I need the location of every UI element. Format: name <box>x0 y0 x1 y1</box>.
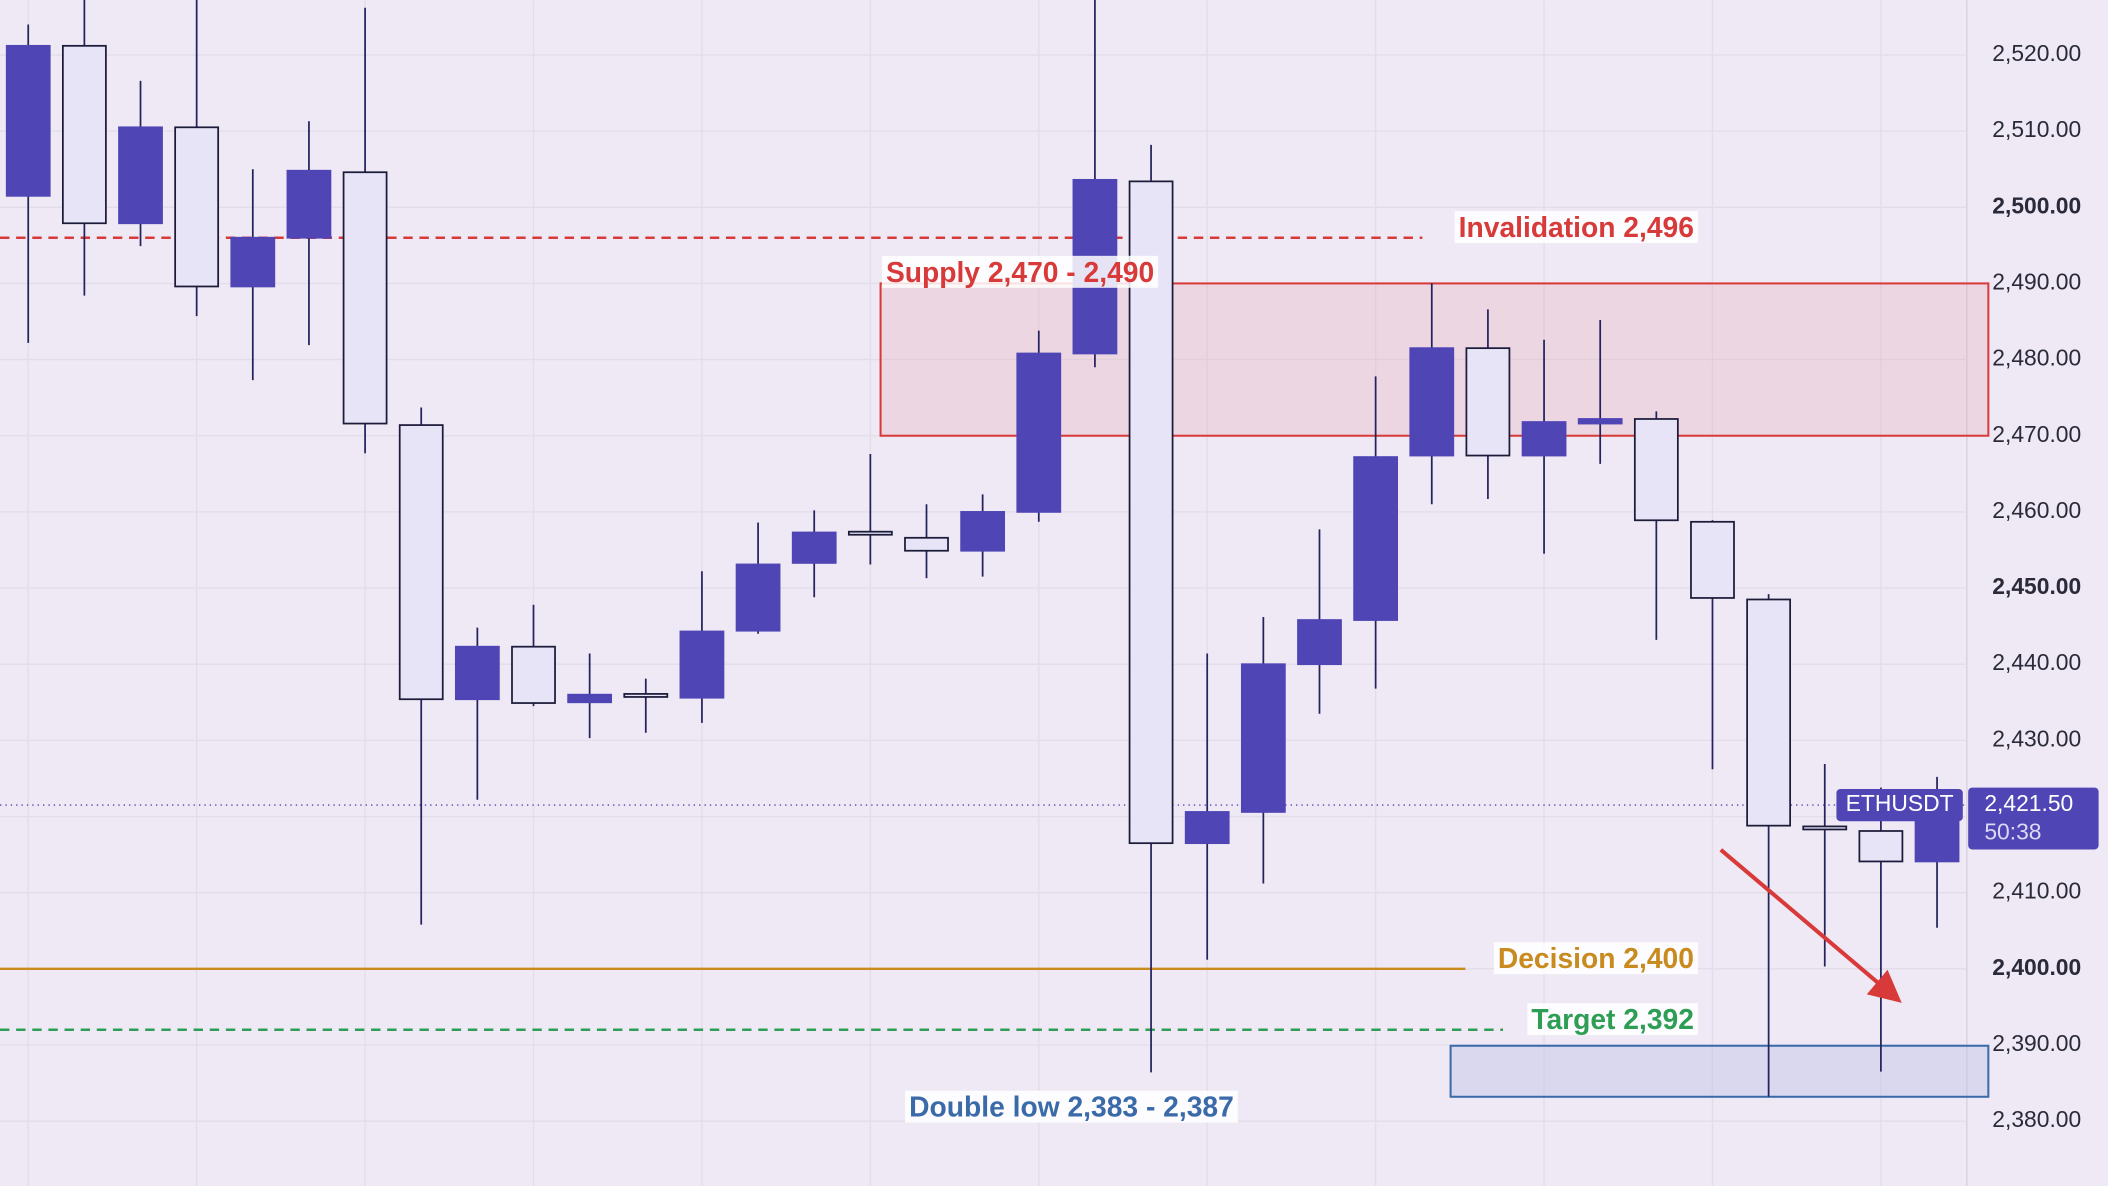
candle-body <box>735 563 781 632</box>
candle-body <box>5 44 51 197</box>
candle-body <box>398 424 444 701</box>
y-tick-label: 2,470.00 <box>1992 421 2081 447</box>
y-tick-label: 2,400.00 <box>1992 954 2081 980</box>
candle-body <box>1128 180 1174 845</box>
candle-body <box>61 44 107 225</box>
level-label: Invalidation 2,496 <box>1459 211 1694 243</box>
candle-body <box>174 126 220 288</box>
candle-body <box>1409 347 1455 457</box>
candle-body <box>286 169 332 239</box>
y-tick-label: 2,520.00 <box>1992 40 2081 66</box>
y-tick-label: 2,410.00 <box>1992 878 2081 904</box>
candle-body <box>342 171 388 425</box>
candle-body <box>511 645 556 704</box>
y-tick-label: 2,450.00 <box>1992 573 2081 599</box>
zone-label: Supply 2,470 - 2,490 <box>886 256 1154 288</box>
y-tick-label: 2,460.00 <box>1992 497 2081 523</box>
candle-body <box>1465 347 1511 457</box>
candle-body <box>230 236 276 288</box>
zone-label-bg <box>881 255 1159 288</box>
candle-body <box>454 645 500 701</box>
y-tick-label: 2,510.00 <box>1992 116 2081 142</box>
trend-arrow <box>1719 848 1902 1003</box>
candle-body <box>1297 619 1342 666</box>
candle-body <box>567 693 613 704</box>
candle-body <box>791 531 837 564</box>
candle-body <box>679 630 725 699</box>
candle-body <box>1690 520 1735 599</box>
y-tick-label: 2,480.00 <box>1992 345 2081 371</box>
candle-body <box>1802 825 1848 831</box>
zone <box>1449 1044 1990 1098</box>
candle-body <box>1184 811 1230 845</box>
candle-body <box>1577 418 1623 425</box>
candle-body <box>623 693 669 698</box>
candle-body <box>1353 456 1399 621</box>
y-tick-label: 2,440.00 <box>1992 649 2081 675</box>
y-tick-label: 2,390.00 <box>1992 1030 2081 1056</box>
level-label: Decision 2,400 <box>1498 942 1694 974</box>
candle-body <box>118 126 163 225</box>
candle-body <box>1240 663 1286 813</box>
level-label-bg <box>1527 1003 1698 1036</box>
candle-body <box>904 536 949 552</box>
zone-label: Double low 2,383 - 2,387 <box>909 1091 1234 1123</box>
candle-body <box>1521 421 1567 457</box>
level-label-bg <box>1454 211 1698 244</box>
symbol-label: ETHUSDT <box>1846 790 1954 816</box>
candle-body <box>960 511 1006 552</box>
level-label: Target 2,392 <box>1531 1003 1694 1035</box>
y-tick-label: 2,430.00 <box>1992 725 2081 751</box>
countdown-label: 50:38 <box>1984 818 2041 844</box>
candle-body <box>1858 830 1904 863</box>
y-tick-label: 2,380.00 <box>1992 1106 2081 1132</box>
y-tick-label: 2,490.00 <box>1992 268 2081 294</box>
candle-body <box>1016 352 1062 513</box>
y-tick-label: 2,500.00 <box>1992 192 2081 218</box>
zone-label-bg <box>905 1090 1238 1123</box>
candle-body <box>847 530 893 536</box>
last-price-label: 2,421.50 <box>1984 790 2073 816</box>
price-badge <box>1968 787 2099 850</box>
candle-body <box>1746 598 1792 827</box>
candle-body <box>1633 418 1679 522</box>
symbol-badge <box>1836 788 1963 822</box>
level-label-bg <box>1493 942 1698 975</box>
